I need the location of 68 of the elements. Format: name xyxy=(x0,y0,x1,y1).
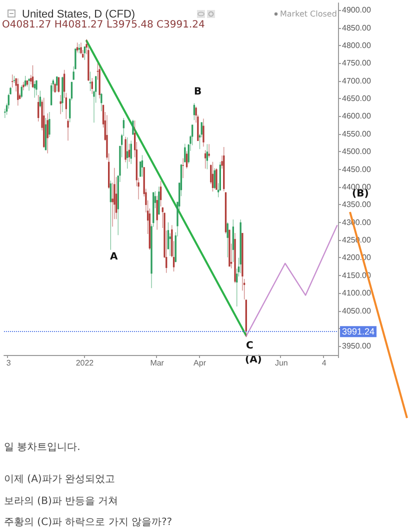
candlestick xyxy=(54,82,56,94)
x-tick-label: 2022 xyxy=(76,358,94,368)
candlestick xyxy=(208,144,210,158)
candlestick xyxy=(132,119,134,136)
candlestick xyxy=(124,136,126,162)
y-tick-label: 4450.00 xyxy=(342,164,372,174)
candlestick xyxy=(48,112,50,138)
candlestick xyxy=(100,92,102,112)
y-tick-label: 4350.00 xyxy=(342,200,372,210)
candlestick xyxy=(232,219,234,262)
text: 이제 (A)파가 완성되었고 xyxy=(4,473,116,486)
candlestick xyxy=(202,118,204,147)
candlestick xyxy=(74,48,76,70)
candlestick xyxy=(34,80,36,98)
candlestick xyxy=(22,82,24,91)
x-tick-label: Apr xyxy=(194,358,206,368)
candlestick xyxy=(156,196,158,230)
ref-line-label: 3991.24 xyxy=(342,326,375,337)
y-tick-label: 4700.00 xyxy=(342,76,372,86)
text: 주황의 (C)파 하락으로 가지 않을까?? xyxy=(4,516,172,529)
candlestick xyxy=(169,233,171,256)
y-tick-label: 4400.00 xyxy=(342,182,372,192)
candlestick xyxy=(160,180,162,207)
text: United States, D (CFD) xyxy=(22,8,136,20)
text: (B) xyxy=(352,188,369,200)
candlestick xyxy=(39,90,42,108)
y-tick-label: 4800.00 xyxy=(342,40,372,50)
y-tick-label: 4900.00 xyxy=(342,6,372,15)
y-tick-label: 4050.00 xyxy=(342,306,372,316)
candlestick xyxy=(158,186,160,215)
candlestick xyxy=(58,76,60,93)
text: 일 봉차트입니다. xyxy=(4,441,80,454)
candlestick xyxy=(186,150,188,169)
candlestick xyxy=(182,158,184,178)
y-tick-label: 4650.00 xyxy=(342,94,372,104)
candlestick xyxy=(126,137,128,169)
candlestick xyxy=(67,118,69,141)
annotation: Market Closed xyxy=(280,10,337,18)
candlestick xyxy=(226,222,228,258)
y-tick-label: 4100.00 xyxy=(342,288,372,298)
y-tick-label: 4550.00 xyxy=(342,129,372,138)
candlestick xyxy=(80,42,82,55)
y-tick-label: 4500.00 xyxy=(342,147,372,156)
candlestick xyxy=(89,71,92,92)
candlestick xyxy=(216,168,218,190)
candlestick xyxy=(17,78,19,106)
y-tick-label: 3950.00 xyxy=(342,342,372,351)
text: 보라의 (B)파 반등을 거쳐 xyxy=(4,495,118,508)
y-tick-label: 4600.00 xyxy=(342,112,372,121)
x-tick-label: 3 xyxy=(6,358,12,368)
candlestick xyxy=(36,80,38,96)
annotation: C xyxy=(246,340,254,352)
candlestick xyxy=(37,94,40,122)
candlestick xyxy=(56,76,58,92)
annotation: O4081.27 H4081.27 L3975.48 C3991.24 xyxy=(2,20,205,30)
annotation: B xyxy=(194,86,202,98)
x-tick-label: Jun xyxy=(274,358,288,368)
x-tick-label: 4 xyxy=(322,358,327,368)
candlestick xyxy=(204,150,206,169)
annotation: A xyxy=(110,252,118,262)
candlestick xyxy=(28,78,30,92)
y-tick-label: 4850.00 xyxy=(342,23,372,32)
candlestick xyxy=(91,78,93,94)
candlestick xyxy=(184,144,186,163)
y-tick-label: 4750.00 xyxy=(342,58,372,68)
x-tick-label: Mar xyxy=(150,358,164,368)
candlestick xyxy=(206,144,208,170)
line-series xyxy=(246,224,338,337)
